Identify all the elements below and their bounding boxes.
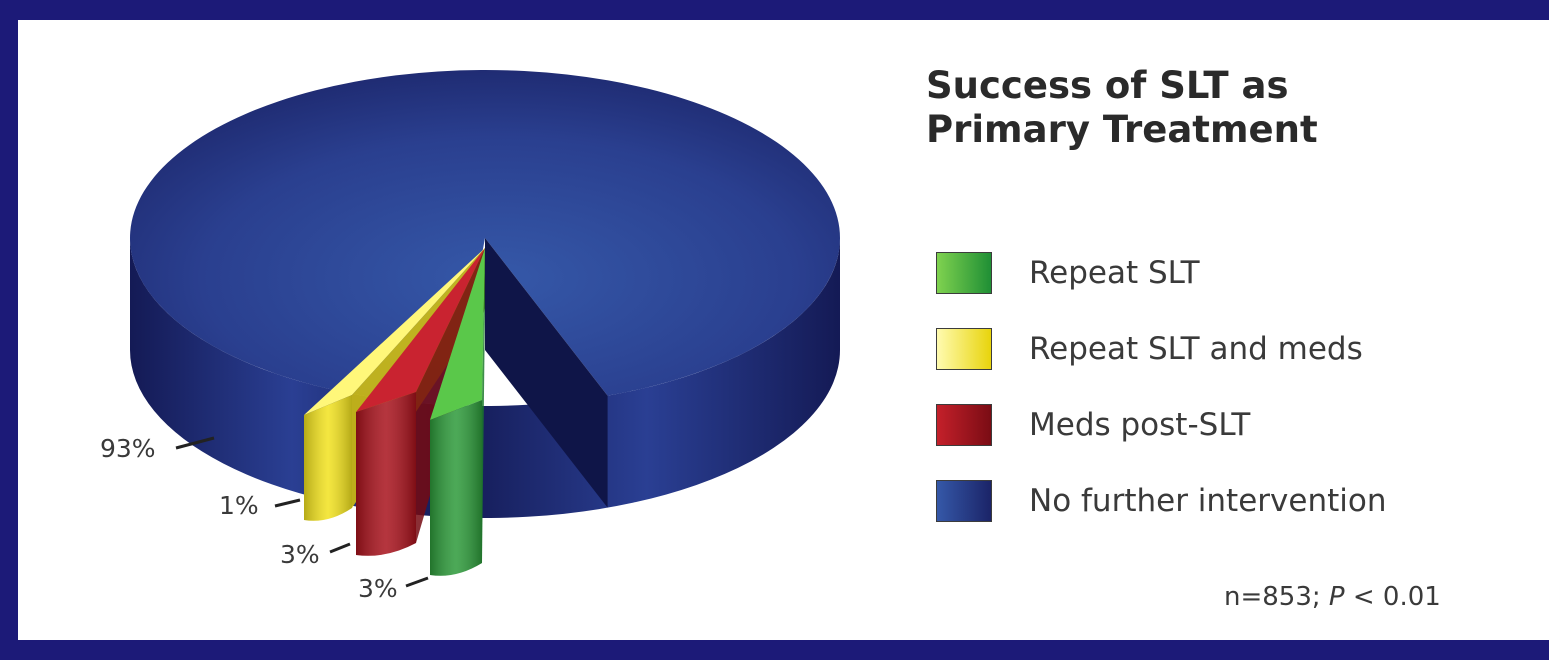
pie-small-slices — [304, 248, 485, 576]
value-label-repeat-slt-and-meds: 1% — [219, 491, 259, 520]
chart-frame: 93% 1% 3% 3% Success of SLT as Primary Trea… — [18, 20, 1549, 640]
pie-slice-no-further-intervention — [129, 70, 840, 406]
leader-line-repeat-slt-and-meds — [274, 498, 301, 508]
pie-slice-cut-face — [485, 238, 608, 508]
legend-swatch-no-further-intervention — [936, 480, 992, 522]
leader-line-repeat-slt — [405, 576, 429, 588]
pie-value-labels: 93% 1% 3% 3% — [100, 434, 429, 603]
note-prefix: n=853; — [1224, 582, 1329, 612]
leader-line-no-further-intervention — [175, 436, 215, 450]
value-label-meds-post-slt: 3% — [280, 540, 320, 569]
sample-size-note: n=853; P < 0.01 — [1224, 582, 1441, 612]
legend-label-repeat-slt-and-meds: Repeat SLT and meds — [1029, 331, 1363, 367]
legend-label-meds-post-slt: Meds post-SLT — [1029, 407, 1251, 443]
pie-chart: 93% 1% 3% 3% — [100, 70, 840, 603]
leader-line-meds-post-slt — [329, 542, 351, 554]
legend-swatch-meds-post-slt — [936, 404, 992, 446]
value-label-repeat-slt: 3% — [358, 574, 398, 603]
note-suffix: < 0.01 — [1344, 582, 1441, 612]
legend-label-repeat-slt: Repeat SLT — [1029, 255, 1200, 291]
legend-label-no-further-intervention: No further intervention — [1029, 483, 1387, 519]
value-label-no-further-intervention: 93% — [100, 434, 156, 463]
pie-slice-side-right — [454, 238, 840, 518]
note-p-symbol: P — [1328, 582, 1345, 612]
chart-title: Success of SLT as Primary Treatment — [926, 64, 1486, 152]
pie-slice-repeat-slt — [430, 248, 485, 576]
chart-title-line-1: Success of SLT as — [926, 64, 1289, 107]
legend-swatch-repeat-slt — [936, 252, 992, 294]
legend-swatch-repeat-slt-and-meds — [936, 328, 992, 370]
chart-title-line-2: Primary Treatment — [926, 108, 1318, 151]
